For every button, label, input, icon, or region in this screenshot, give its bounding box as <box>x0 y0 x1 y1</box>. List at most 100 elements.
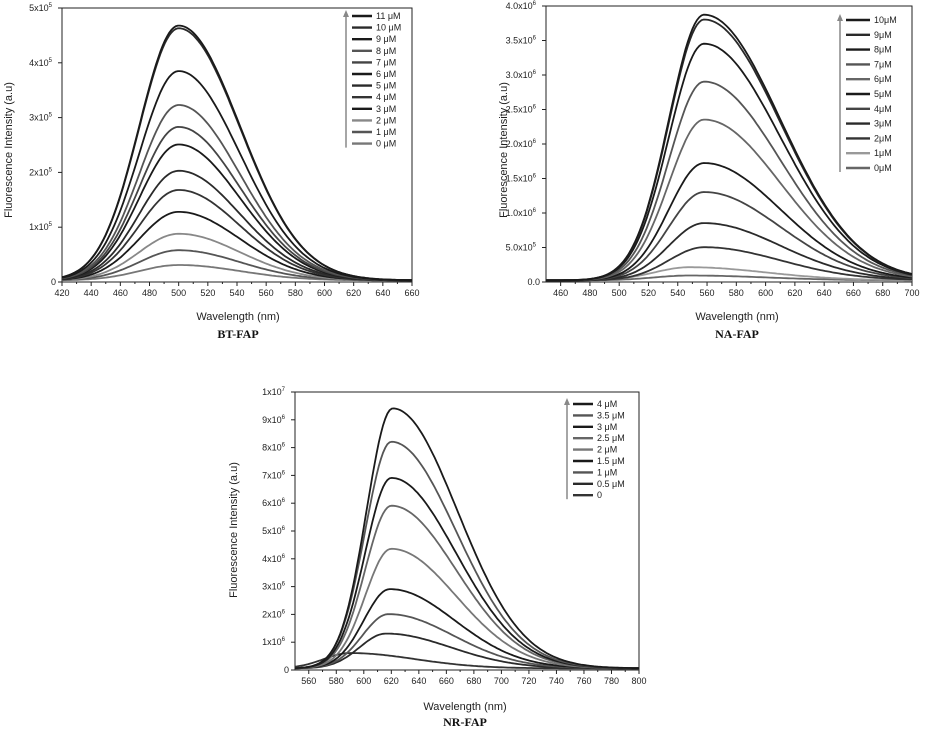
x-axis-label: Wavelength (nm) <box>695 311 778 323</box>
legend-label: 8 μM <box>376 46 396 56</box>
legend-label: 4 μM <box>376 92 396 102</box>
x-tick-label: 660 <box>439 676 454 686</box>
y-tick-label: 1x105 <box>29 222 53 232</box>
series-line <box>546 120 912 281</box>
series-line <box>295 549 639 669</box>
legend-label: 9μM <box>874 30 892 40</box>
y-tick-label: 4.0x106 <box>506 1 537 11</box>
x-tick-label: 600 <box>317 288 332 298</box>
x-tick-label: 500 <box>612 288 627 298</box>
x-tick-label: 580 <box>729 288 744 298</box>
x-tick-label: 560 <box>301 676 316 686</box>
legend-label: 3μM <box>874 119 892 129</box>
x-tick-label: 760 <box>576 676 591 686</box>
y-tick-label: 1.0x106 <box>506 208 537 218</box>
x-tick-label: 560 <box>259 288 274 298</box>
legend: 10μM9μM8μM7μM6μM5μM4μM3μM2μM1μM0μM <box>837 14 897 173</box>
series-group <box>62 26 412 281</box>
series-line <box>546 82 912 281</box>
x-tick-label: 660 <box>846 288 861 298</box>
legend-label: 7 μM <box>376 57 396 67</box>
x-tick-label: 680 <box>875 288 890 298</box>
legend-label: 11 μM <box>376 11 401 21</box>
x-tick-label: 620 <box>346 288 361 298</box>
y-tick-label: 2x105 <box>29 167 53 177</box>
y-tick-label: 3x106 <box>262 582 286 592</box>
series-line <box>62 28 412 280</box>
legend-label: 3.5 μM <box>597 410 625 420</box>
y-tick-label: 0.0 <box>527 277 540 287</box>
legend-label: 4 μM <box>597 399 617 409</box>
series-line <box>546 192 912 280</box>
x-tick-label: 640 <box>411 676 426 686</box>
legend-label: 0μM <box>874 163 892 173</box>
y-tick-label: 0 <box>51 277 56 287</box>
legend-arrow-head <box>343 10 349 17</box>
y-tick-label: 7x106 <box>262 470 286 480</box>
chart-caption: NA-FAP <box>715 327 759 341</box>
legend-label: 2μM <box>874 133 892 143</box>
chart-bt-fap-svg: Fluorescence Intensity (a.u) Wavelength … <box>0 0 430 345</box>
x-tick-label: 620 <box>787 288 802 298</box>
legend: 4 μM3.5 μM3 μM2.5 μM2 μM1.5 μM1 μM0.5 μM… <box>564 398 625 500</box>
series-group <box>295 408 639 668</box>
x-tick-label: 520 <box>641 288 656 298</box>
legend-label: 10μM <box>874 15 897 25</box>
x-tick-label: 700 <box>904 288 919 298</box>
y-tick-label: 1x107 <box>262 387 286 397</box>
x-tick-label: 500 <box>171 288 186 298</box>
y-tick-label: 0 <box>284 665 289 675</box>
y-axis-label: Fluorescence Intensity (a.u) <box>228 462 240 598</box>
plot-frame <box>546 6 912 282</box>
x-tick-label: 480 <box>582 288 597 298</box>
y-tick-label: 3x105 <box>29 113 53 123</box>
y-tick-label: 1x106 <box>262 637 286 647</box>
legend-label: 10 μM <box>376 23 401 33</box>
x-tick-label: 580 <box>288 288 303 298</box>
x-tick-label: 560 <box>700 288 715 298</box>
y-tick-label: 2x106 <box>262 609 286 619</box>
legend-label: 5 μM <box>376 81 396 91</box>
x-axis-label: Wavelength (nm) <box>196 311 279 323</box>
x-tick-label: 680 <box>466 676 481 686</box>
x-axis-label: Wavelength (nm) <box>423 701 506 713</box>
y-tick-label: 2.0x106 <box>506 139 537 149</box>
x-tick-label: 520 <box>200 288 215 298</box>
y-tick-label: 3.0x106 <box>506 70 537 80</box>
y-tick-label: 9x106 <box>262 415 286 425</box>
chart-nr-fap: Fluorescence Intensity (a.u) Wavelength … <box>225 382 655 730</box>
series-line <box>62 26 412 281</box>
legend-label: 0 <box>597 490 602 500</box>
series-group <box>546 15 912 281</box>
y-axis-label: Fluorescence Intensity (a.u) <box>498 82 510 218</box>
legend-label: 0.5 μM <box>597 479 625 489</box>
legend-label: 2 μM <box>376 115 396 125</box>
y-tick-label: 4x105 <box>29 58 53 68</box>
x-tick-label: 580 <box>329 676 344 686</box>
chart-na-fap-svg: Fluorescence Intensity (a.u) Wavelength … <box>490 0 926 345</box>
y-tick-label: 3.5x106 <box>506 36 537 46</box>
x-tick-label: 600 <box>356 676 371 686</box>
series-line <box>546 163 912 280</box>
y-tick-label: 5.0x105 <box>506 243 537 253</box>
legend-label: 9 μM <box>376 34 396 44</box>
chart-nr-fap-svg: Fluorescence Intensity (a.u) Wavelength … <box>225 382 655 730</box>
legend-label: 2.5 μM <box>597 433 625 443</box>
x-tick-label: 480 <box>142 288 157 298</box>
chart-caption: NR-FAP <box>443 715 487 729</box>
legend-label: 1.5 μM <box>597 456 625 466</box>
y-tick-label: 8x106 <box>262 443 286 453</box>
series-line <box>295 506 639 669</box>
series-line <box>546 20 912 281</box>
y-tick-label: 6x106 <box>262 498 286 508</box>
x-tick-label: 540 <box>229 288 244 298</box>
x-tick-label: 460 <box>113 288 128 298</box>
chart-na-fap: Fluorescence Intensity (a.u) Wavelength … <box>490 0 926 345</box>
x-tick-label: 540 <box>670 288 685 298</box>
x-tick-label: 800 <box>631 676 646 686</box>
legend-label: 7μM <box>874 59 892 69</box>
x-tick-label: 620 <box>384 676 399 686</box>
series-line <box>62 71 412 280</box>
legend-arrow-head <box>564 398 570 405</box>
chart-caption: BT-FAP <box>217 327 258 341</box>
